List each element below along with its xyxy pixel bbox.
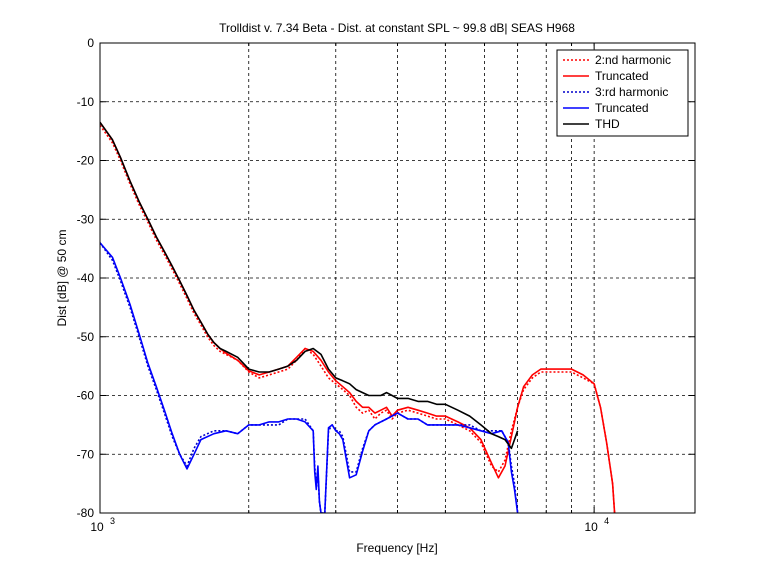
legend-label: Truncated xyxy=(595,69,649,83)
y-tick-label: 0 xyxy=(87,36,94,50)
series-layer xyxy=(100,121,616,513)
y-axis-label: Dist [dB] @ 50 cm xyxy=(55,230,69,327)
x-tick-label-exponent: 3 xyxy=(110,516,115,526)
plot-border xyxy=(99,42,696,514)
chart-title: Trolldist v. 7.34 Beta - Dist. at consta… xyxy=(219,21,575,35)
y-tick-label: -60 xyxy=(77,389,95,403)
x-axis-label: Frequency [Hz] xyxy=(356,541,437,555)
legend-label: THD xyxy=(595,117,620,131)
x-tick-label: 10 xyxy=(584,520,598,534)
y-tick-label: -40 xyxy=(77,271,95,285)
y-tick-label: -50 xyxy=(77,330,95,344)
legend: 2:nd harmonic Truncated 3:rd harmonic Trunc… xyxy=(556,49,689,137)
y-tick-label: -70 xyxy=(77,447,95,461)
series-line-4 xyxy=(100,121,519,450)
legend-label: 3:rd harmonic xyxy=(595,85,668,99)
y-tick-label: -80 xyxy=(77,506,95,520)
x-tick-label: 10 xyxy=(90,520,104,534)
legend-label: 2:nd harmonic xyxy=(595,53,671,67)
y-tick-label: -10 xyxy=(77,95,95,109)
y-tick-label: -30 xyxy=(77,212,95,226)
y-tick-label: -20 xyxy=(77,154,95,168)
legend-label: Truncated xyxy=(595,101,649,115)
series-line-3 xyxy=(100,242,519,513)
legend-box xyxy=(556,49,689,137)
x-tick-label-exponent: 4 xyxy=(604,516,609,526)
series-line-0 xyxy=(100,124,616,513)
